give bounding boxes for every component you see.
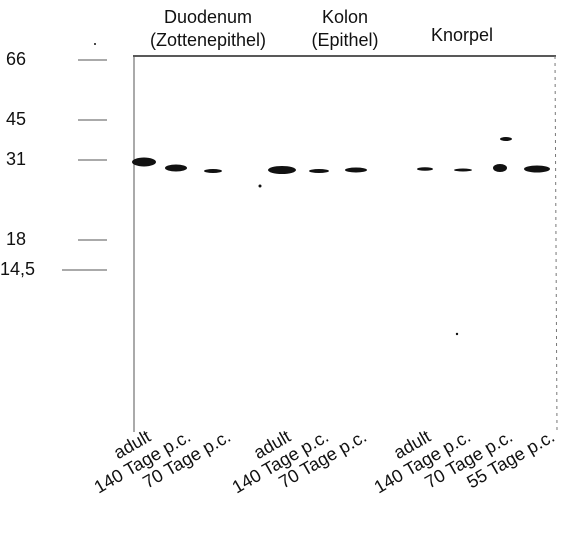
marker-label: 66 [6,49,26,69]
spot [259,185,262,188]
band [454,169,472,172]
group-label: (Zottenepithel) [150,30,266,50]
group-label: Knorpel [431,25,493,45]
spot [94,43,96,45]
band [493,164,507,172]
band [345,168,367,173]
spot [456,333,458,335]
band [524,166,550,173]
marker-label: 31 [6,149,26,169]
marker-label: 14,5 [0,259,35,279]
band [417,167,433,171]
group-label: Duodenum [164,7,252,27]
band [309,169,329,173]
marker-label: 18 [6,229,26,249]
group-label: Kolon [322,7,368,27]
band [132,158,156,167]
group-label: (Epithel) [311,30,378,50]
spot [500,137,512,141]
blot-figure: Duodenum (Zottenepithel) Kolon (Epithel) Kno… [0,0,573,555]
band [204,169,222,173]
band [165,165,187,172]
marker-label: 45 [6,109,26,129]
band [268,166,296,174]
